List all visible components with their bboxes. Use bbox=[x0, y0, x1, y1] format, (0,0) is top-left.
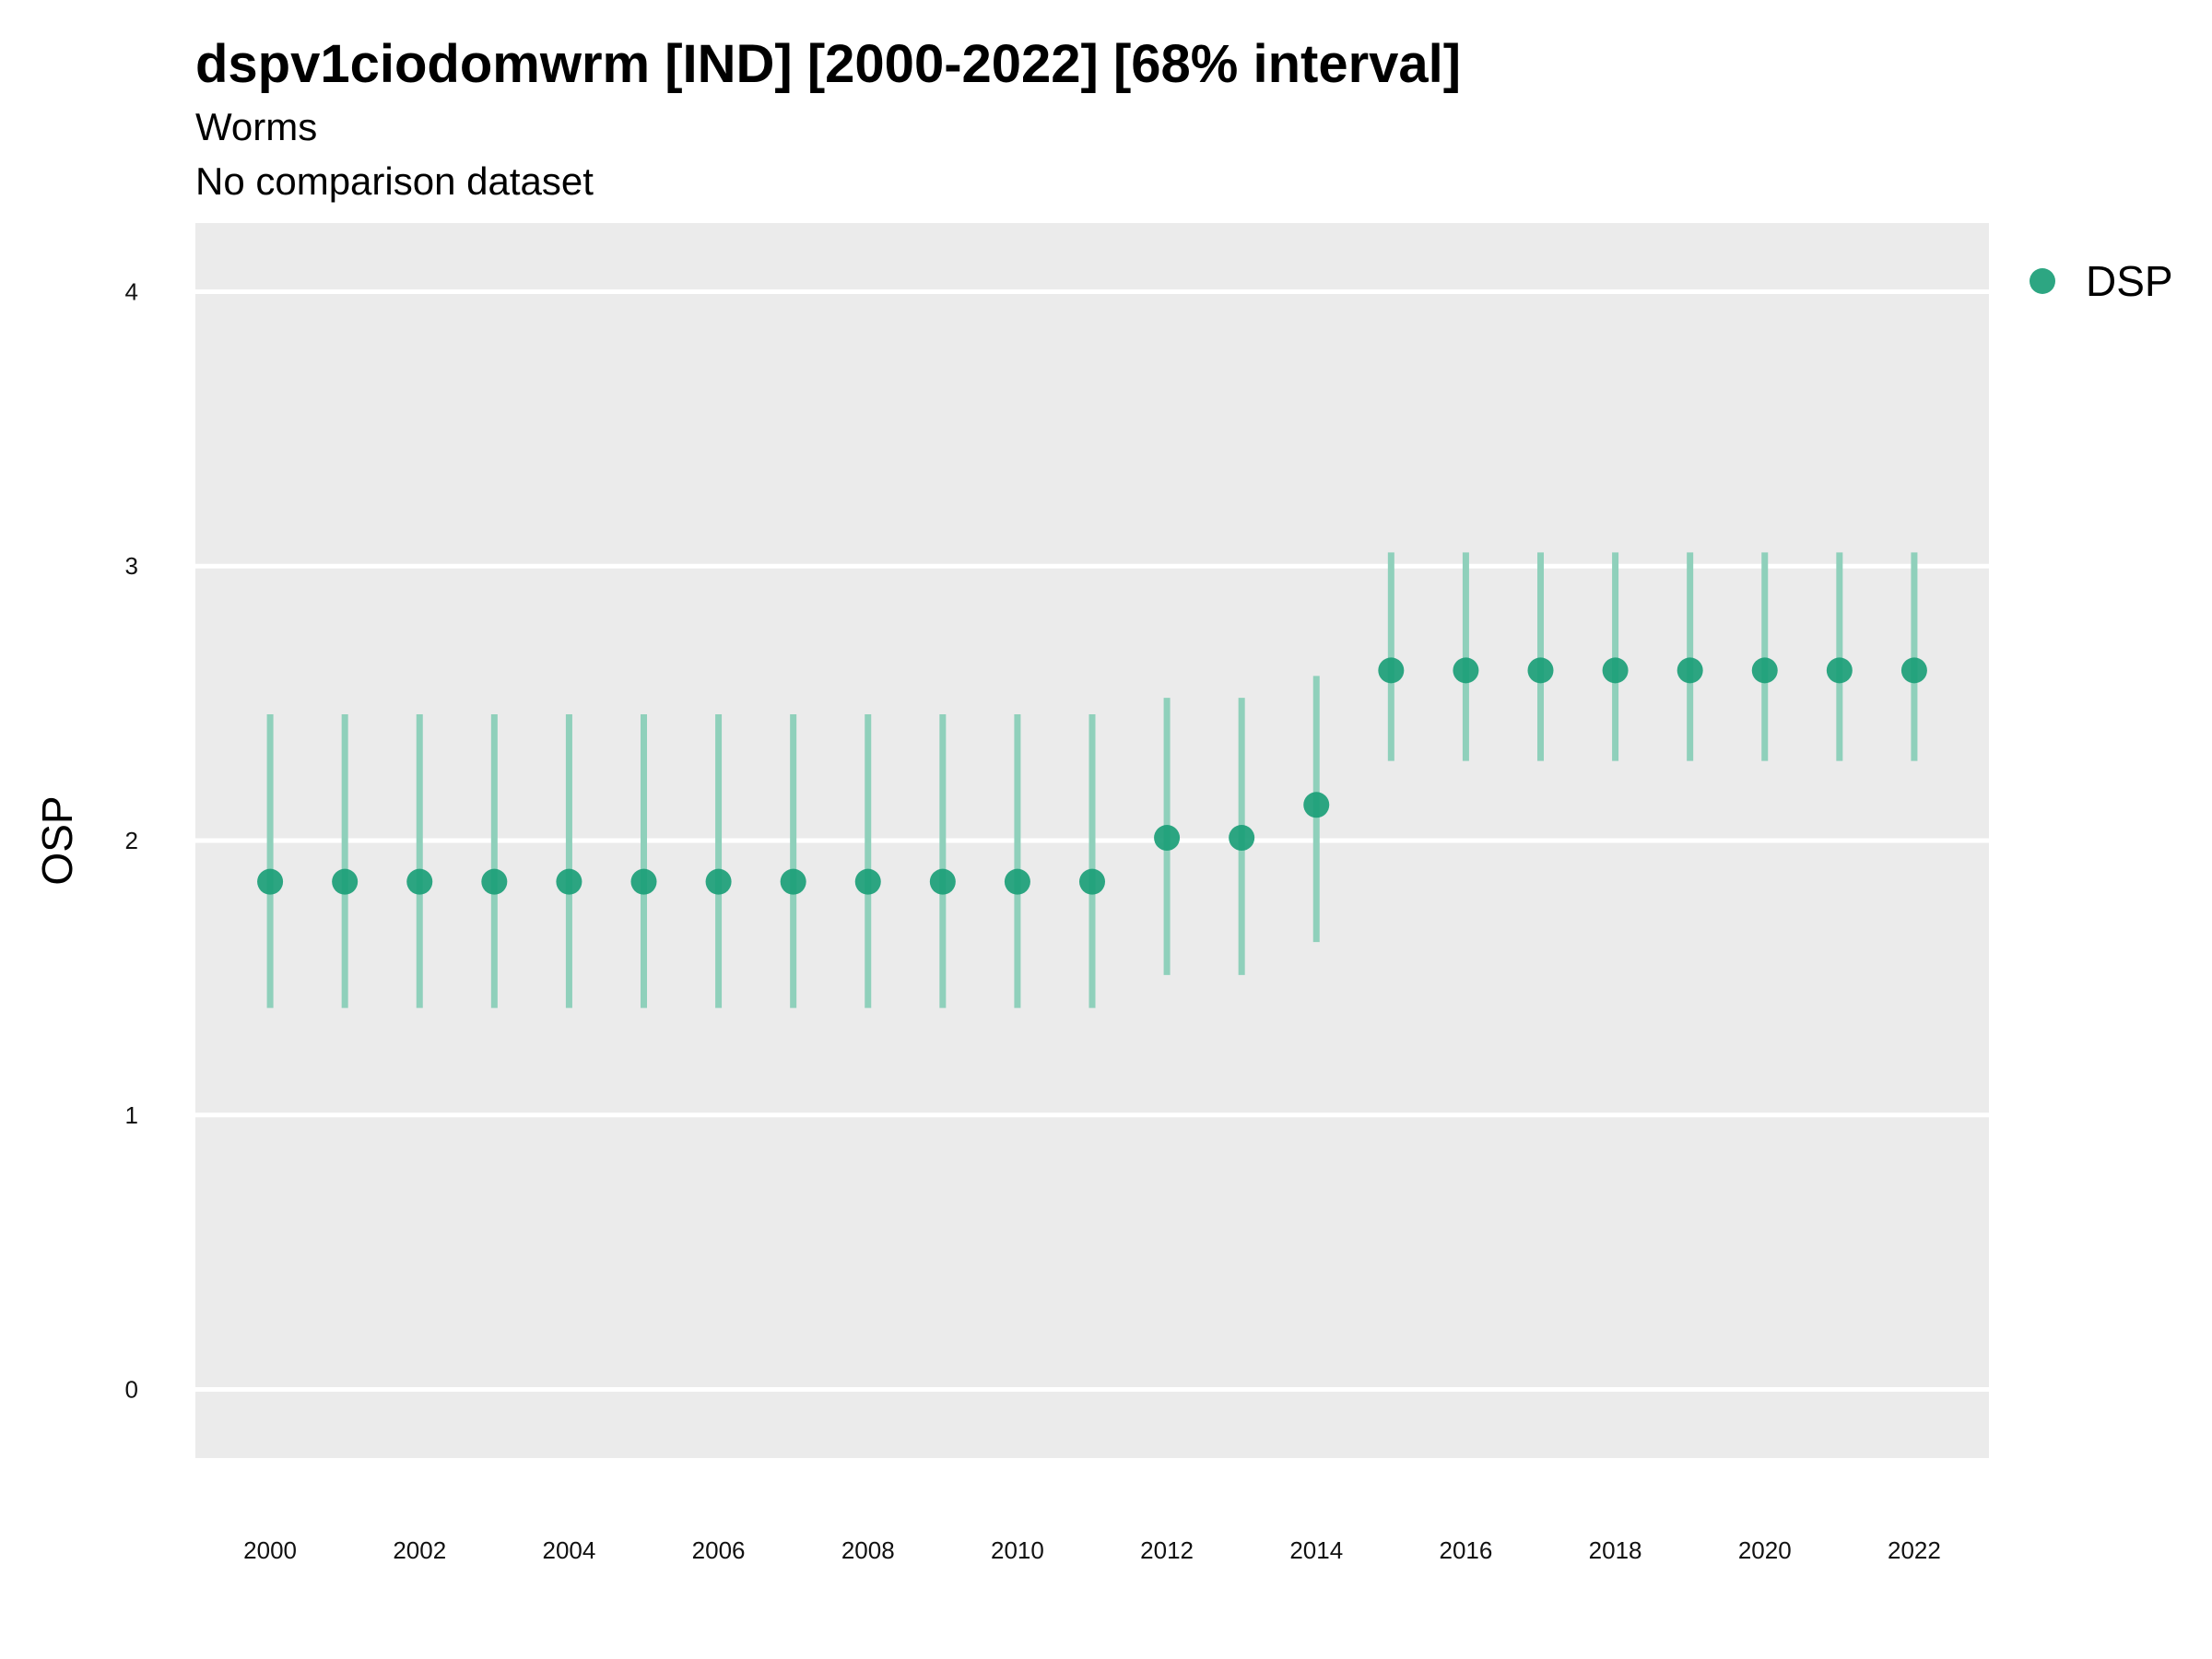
data-point-2019 bbox=[1677, 657, 1703, 684]
x-tick-label-2022: 2022 bbox=[1888, 1536, 1941, 1564]
y-tick-label-4: 4 bbox=[125, 277, 138, 305]
data-points bbox=[257, 657, 1927, 895]
data-point-2009 bbox=[929, 868, 956, 895]
data-point-2011 bbox=[1079, 868, 1105, 895]
y-tick-label-3: 3 bbox=[125, 552, 138, 580]
data-point-2007 bbox=[780, 868, 806, 895]
data-point-2016 bbox=[1453, 657, 1479, 684]
data-point-2020 bbox=[1751, 657, 1778, 684]
x-tick-label-2020: 2020 bbox=[1738, 1536, 1792, 1564]
x-tick-label-2012: 2012 bbox=[1140, 1536, 1194, 1564]
data-point-2012 bbox=[1154, 825, 1181, 852]
x-tick-label-2010: 2010 bbox=[991, 1536, 1044, 1564]
y-tick-label-0: 0 bbox=[125, 1376, 138, 1404]
chart-caption: No comparison dataset bbox=[195, 159, 594, 203]
data-point-2014 bbox=[1303, 792, 1330, 818]
data-point-2013 bbox=[1229, 825, 1255, 852]
data-point-2001 bbox=[332, 868, 359, 895]
legend-swatch-dsp bbox=[2030, 268, 2055, 294]
data-point-2000 bbox=[257, 868, 284, 895]
data-point-2017 bbox=[1527, 657, 1554, 684]
chart-subtitle: Worms bbox=[195, 105, 318, 148]
data-point-2006 bbox=[705, 868, 732, 895]
x-tick-label-2016: 2016 bbox=[1439, 1536, 1492, 1564]
chart-title: dspv1ciodomwrm [IND] [2000-2022] [68% in… bbox=[195, 34, 1462, 94]
data-point-2022 bbox=[1900, 657, 1927, 684]
x-tick-label-2008: 2008 bbox=[841, 1536, 895, 1564]
x-tick-label-2004: 2004 bbox=[542, 1536, 595, 1564]
x-tick-label-2006: 2006 bbox=[692, 1536, 746, 1564]
data-point-2015 bbox=[1378, 657, 1405, 684]
y-axis-label: OSP bbox=[33, 795, 81, 885]
data-point-2008 bbox=[854, 868, 881, 895]
data-point-2004 bbox=[556, 868, 582, 895]
y-tick-label-1: 1 bbox=[125, 1101, 138, 1129]
data-point-2021 bbox=[1826, 657, 1853, 684]
legend-label-dsp: DSP bbox=[2086, 257, 2173, 305]
data-point-2018 bbox=[1602, 657, 1629, 684]
data-point-2005 bbox=[630, 868, 657, 895]
x-tick-label-2014: 2014 bbox=[1289, 1536, 1343, 1564]
x-axis-ticks: 2000 2002 2004 2006 2008 2010 2012 2014 2016 2018… bbox=[243, 1536, 1941, 1564]
y-tick-label-2: 2 bbox=[125, 827, 138, 854]
gridlines bbox=[195, 288, 1989, 1393]
x-tick-label-2000: 2000 bbox=[243, 1536, 297, 1564]
data-point-2010 bbox=[1004, 868, 1030, 895]
x-tick-label-2002: 2002 bbox=[393, 1536, 446, 1564]
x-tick-label-2018: 2018 bbox=[1589, 1536, 1642, 1564]
y-axis-ticks: 0 1 2 3 4 bbox=[125, 277, 138, 1403]
data-point-2003 bbox=[481, 868, 508, 895]
data-point-2002 bbox=[406, 868, 433, 895]
legend: DSP bbox=[2030, 257, 2173, 305]
